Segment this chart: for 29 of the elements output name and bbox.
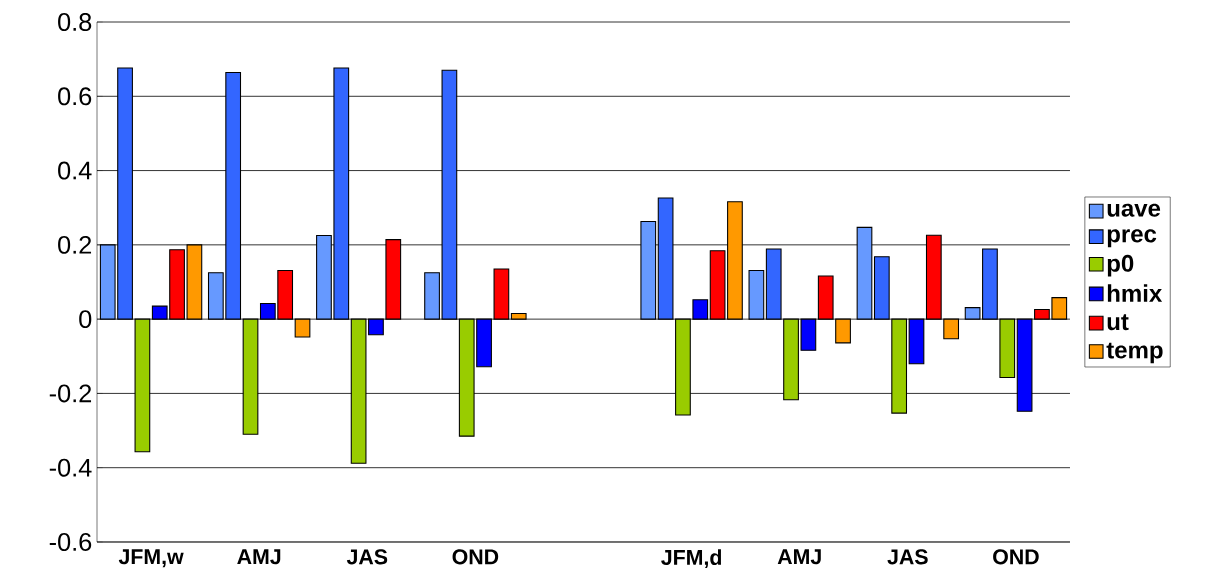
- x-tick-label: OND: [452, 549, 499, 565]
- y-tick-label: 0: [79, 310, 92, 329]
- x-tick-label: JFM,d: [661, 549, 722, 569]
- y-tick-label: 0.8: [58, 13, 92, 31]
- x-tick-label: AMJ: [237, 549, 281, 565]
- x-tick-label: JAS: [346, 549, 388, 565]
- legend-label: prec: [1107, 229, 1157, 248]
- y-tick-label: 0.6: [58, 87, 92, 106]
- y-tick-label: -0.2: [49, 384, 92, 403]
- bar: [242, 318, 259, 435]
- bar: [748, 269, 765, 320]
- x-tick-label: AMJ: [777, 549, 821, 565]
- legend-label: p0: [1107, 254, 1134, 277]
- legend-label: hmix: [1107, 284, 1163, 302]
- y-tick-label: -0.6: [49, 533, 92, 551]
- bar: [856, 226, 873, 320]
- x-tick-label: JFM,w: [118, 549, 184, 568]
- legend-label: ut: [1107, 314, 1129, 331]
- y-tick-label: 0.2: [58, 235, 92, 254]
- x-tick-label: JAS: [887, 549, 928, 565]
- bar: [294, 318, 311, 338]
- legend-label: temp: [1106, 342, 1163, 364]
- bar: [908, 318, 925, 365]
- x-tick-label: OND: [993, 549, 1039, 565]
- bar: [510, 313, 527, 320]
- bar: [640, 220, 657, 320]
- y-tick-label: 0.4: [58, 161, 92, 180]
- y-tick-label: -0.4: [49, 458, 92, 477]
- legend-label: uave: [1107, 203, 1161, 217]
